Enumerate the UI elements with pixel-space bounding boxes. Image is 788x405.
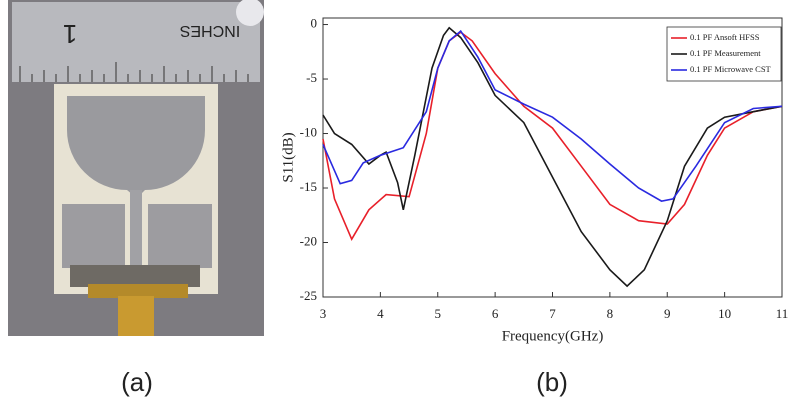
ground-right: [148, 204, 212, 268]
x-axis-label: Frequency(GHz): [502, 328, 604, 344]
legend-label: 0.1 PF Microwave CST: [690, 64, 772, 74]
x-tick-label: 8: [607, 306, 614, 321]
y-tick-label: -5: [306, 70, 317, 85]
ruler: [12, 2, 260, 82]
photo: 1 INCHES: [8, 0, 264, 336]
ruler-ticks: [19, 62, 249, 82]
x-tick-label: 3: [320, 306, 327, 321]
ruler-label: INCHES: [180, 22, 240, 39]
x-tick-label: 7: [549, 306, 556, 321]
chart: 3 4 5 6 7 8 9 10 11 0 -5 -10 -15 -20 -25 Frequency(GHz)…: [280, 16, 788, 345]
x-tick-label: 4: [377, 306, 384, 321]
x-tick-label: 9: [664, 306, 671, 321]
legend-label: 0.1 PF Ansoft HFSS: [690, 32, 760, 42]
x-tick-label: 10: [718, 306, 731, 321]
photo-highlight: [236, 0, 264, 26]
legend-label: 0.1 PF Measurement: [690, 48, 761, 58]
y-tick-label: -20: [300, 233, 317, 248]
series-line: [322, 29, 783, 202]
panel-label: (a): [121, 367, 153, 397]
panel-label: (b): [536, 367, 568, 397]
patch: [67, 96, 205, 195]
solder: [70, 265, 200, 287]
series-line: [322, 31, 783, 241]
feed-line: [130, 190, 142, 270]
connector-flange: [88, 284, 188, 298]
x-tick-label: 6: [492, 306, 499, 321]
x-tick-label: 11: [776, 306, 788, 321]
y-tick-label: -25: [300, 288, 317, 303]
y-tick-label: -15: [300, 179, 317, 194]
y-axis-label: S11(dB): [280, 132, 296, 182]
connector: [118, 296, 154, 336]
ruler-number: 1: [63, 19, 77, 49]
y-tick-label: 0: [311, 16, 318, 31]
ground-left: [62, 204, 125, 268]
y-tick-label: -10: [300, 125, 317, 140]
x-tick-label: 5: [435, 306, 442, 321]
